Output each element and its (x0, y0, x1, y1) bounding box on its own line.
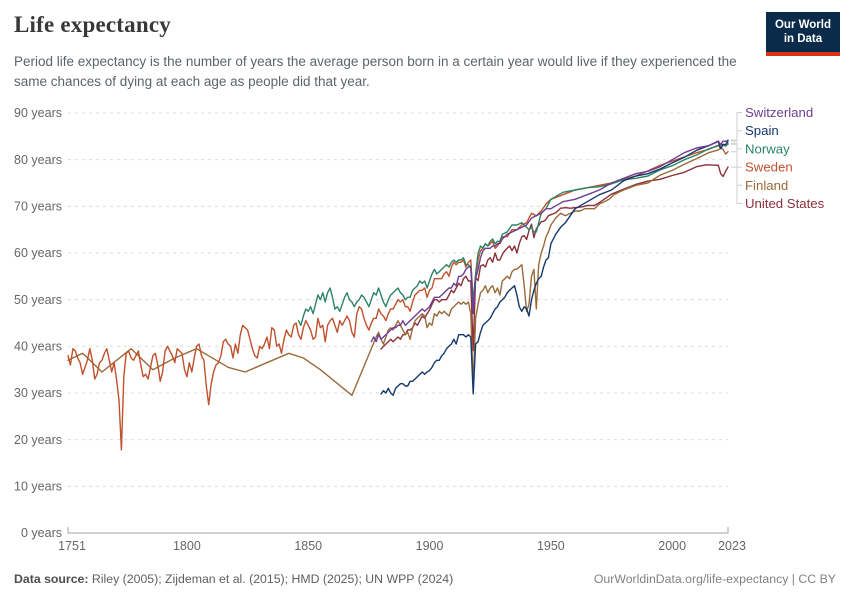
footer-sources: Data source: Riley (2005); Zijdeman et a… (14, 572, 453, 586)
legend-label-norway[interactable]: Norway (745, 141, 790, 156)
y-tick-label-90: 90 years (14, 106, 62, 120)
legend-label-finland[interactable]: Finland (745, 178, 788, 193)
y-tick-label-60: 60 years (14, 246, 62, 260)
x-tick-label-2023: 2023 (718, 539, 746, 553)
series-line-switzerland[interactable] (370, 139, 729, 343)
x-axis-line (67, 527, 729, 534)
legend-connector-spain (731, 130, 742, 142)
chart-footer: Data source: Riley (2005); Zijdeman et a… (14, 572, 836, 586)
x-tick-label-1751: 1751 (58, 539, 86, 553)
series-line-united-states[interactable] (380, 164, 729, 352)
footer-license-link[interactable]: OurWorldinData.org/life-expectancy | CC … (593, 572, 836, 586)
legend-connector-united-states (731, 166, 742, 204)
y-tick-label-10: 10 years (14, 480, 62, 494)
x-tick-label-1800: 1800 (173, 539, 201, 553)
x-tick-label-1850: 1850 (294, 539, 322, 553)
x-tick-label-1900: 1900 (416, 539, 444, 553)
y-tick-label-0: 0 years (21, 526, 62, 540)
series-line-finland[interactable] (67, 147, 729, 396)
page-title: Life expectancy (14, 12, 171, 37)
owid-logo-line1: Our World (774, 19, 831, 31)
y-tick-label-80: 80 years (14, 153, 62, 167)
series-line-spain[interactable] (380, 140, 729, 396)
data-source-label: Data source: (14, 572, 89, 586)
x-tick-label-1950: 1950 (537, 539, 565, 553)
chart-subtitle: Period life expectancy is the number of … (14, 54, 737, 90)
series-line-norway[interactable] (297, 142, 729, 326)
y-tick-label-50: 50 years (14, 293, 62, 307)
legend-label-spain[interactable]: Spain (745, 123, 779, 138)
y-tick-label-30: 30 years (14, 386, 62, 400)
y-tick-label-40: 40 years (14, 340, 62, 354)
series-line-sweden[interactable] (67, 143, 729, 451)
legend-label-united-states[interactable]: United States (745, 196, 825, 211)
legend-label-switzerland[interactable]: Switzerland (745, 105, 813, 120)
legend-connector-switzerland (731, 112, 742, 141)
owid-logo[interactable]: Our World in Data (765, 12, 840, 56)
legend-label-sweden[interactable]: Sweden (745, 160, 793, 175)
owid-logo-line2: in Data (783, 33, 823, 46)
y-tick-label-20: 20 years (14, 433, 62, 447)
data-source-list: Riley (2005); Zijdeman et al. (2015); HM… (88, 572, 454, 586)
x-tick-label-2000: 2000 (658, 539, 686, 553)
y-tick-label-70: 70 years (14, 200, 62, 214)
